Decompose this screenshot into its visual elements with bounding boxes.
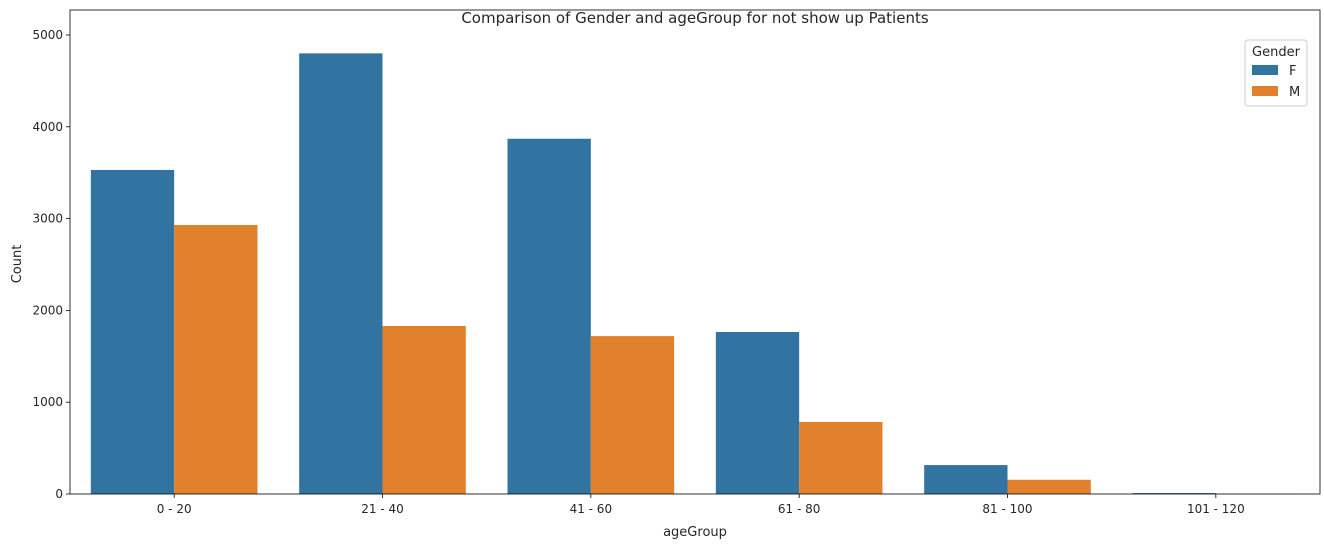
bar-F-3 (715, 331, 800, 494)
legend: Gender FM (1244, 39, 1308, 107)
y-tick-label-5: 5000 (32, 28, 63, 42)
y-tick-label-3: 3000 (32, 212, 63, 226)
legend-label-F: F (1289, 64, 1296, 79)
x-tick-label-0: 0 - 20 (157, 502, 192, 516)
chart-title: Comparison of Gender and ageGroup for no… (461, 9, 928, 27)
x-axis: 0 - 20 21 - 40 41 - 60 61 - 80 81 - 100 101 -… (157, 494, 1245, 516)
y-tick-label-1: 1000 (32, 395, 63, 409)
x-tick-label-3: 61 - 80 (778, 502, 821, 516)
legend-swatch-F (1252, 65, 1278, 75)
bar-M-1 (382, 326, 466, 494)
x-tick-label-1: 21 - 40 (361, 502, 404, 516)
x-tick-label-4: 81 - 100 (982, 502, 1032, 516)
legend-title: Gender (1252, 45, 1301, 60)
y-tick-label-4: 4000 (32, 120, 63, 134)
bar-F-2 (507, 138, 591, 494)
x-tick-label-5: 101 - 120 (1187, 502, 1245, 516)
x-axis-label: ageGroup (663, 525, 727, 540)
bar-F-1 (299, 53, 383, 495)
x-tick-label-2: 41 - 60 (570, 502, 613, 516)
plot-area (69, 9, 1321, 495)
legend-label-M: M (1289, 85, 1300, 100)
y-tick-label-2: 2000 (32, 303, 63, 317)
legend-swatch-M (1252, 86, 1278, 96)
y-axis-label: Count (10, 245, 25, 284)
bar-M-3 (799, 421, 883, 494)
bar-F-5 (1132, 493, 1216, 494)
bar-M-2 (590, 336, 675, 494)
bar-M-0 (174, 225, 258, 494)
y-axis: 0 1000 2000 3000 4000 5000 (32, 28, 70, 501)
bar-F-0 (90, 169, 175, 495)
plot-frame (69, 9, 1321, 495)
bar-M-4 (1007, 479, 1091, 494)
y-tick-label-0: 0 (55, 487, 63, 501)
bar-F-4 (924, 465, 1008, 494)
